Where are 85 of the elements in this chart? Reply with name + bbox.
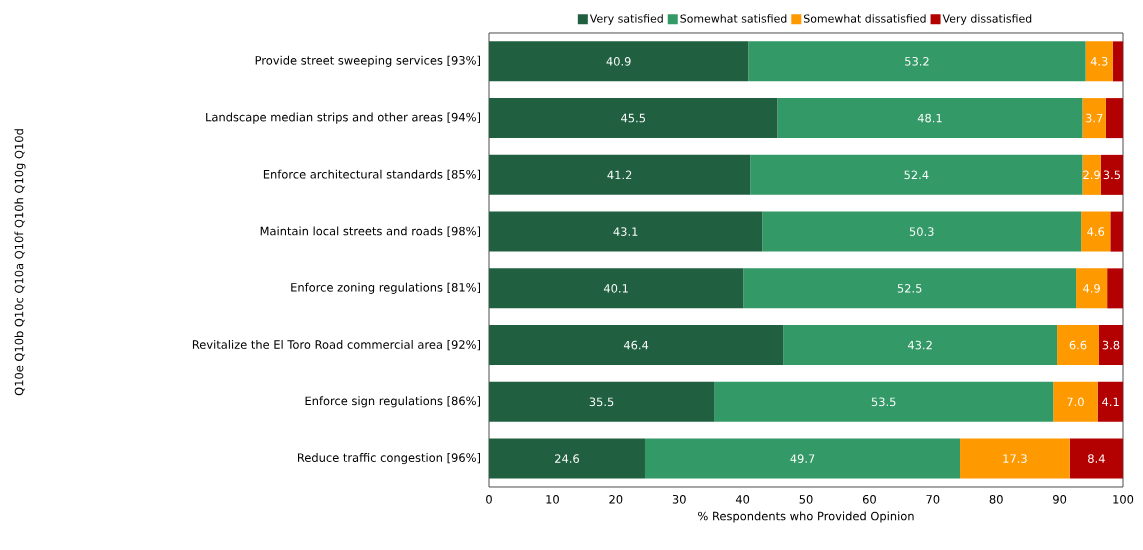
bar — [1105, 98, 1124, 139]
bar — [1053, 381, 1098, 422]
data-label: 24.6 — [555, 454, 580, 463]
bar — [1082, 154, 1101, 195]
x-tick-label: 30 — [672, 495, 686, 504]
bar — [489, 211, 763, 252]
data-label: 8.4 — [1088, 454, 1105, 463]
x-axis-title: % Respondents who Provided Opinion — [698, 511, 914, 523]
bar — [489, 98, 778, 139]
bar — [1107, 268, 1124, 309]
y-tick-label: Provide street sweeping services [93%] — [255, 55, 480, 67]
bar — [1081, 211, 1111, 252]
bar — [1100, 154, 1124, 195]
x-tick-label: 80 — [989, 495, 1003, 504]
data-label: 2.9 — [1083, 170, 1100, 180]
x-tick-label: 0 — [486, 495, 492, 504]
legend-label: Very dissatisfied — [942, 14, 1032, 25]
data-label: 53.2 — [905, 57, 929, 66]
data-label: 53.5 — [871, 397, 896, 407]
data-label: 52.4 — [904, 170, 929, 180]
x-tick-label: 100 — [1113, 495, 1134, 504]
x-tick-label: 40 — [735, 495, 750, 504]
legend-label: Very satisfied — [589, 14, 663, 25]
bar — [489, 438, 645, 479]
bar — [489, 268, 744, 309]
data-label: 50.3 — [909, 227, 934, 236]
x-tick-label: 60 — [862, 495, 876, 504]
bar — [1057, 325, 1099, 366]
text: Q10e Q10b Q10c Q10a Q10f Q10h Q10g Q10d — [14, 129, 26, 396]
y-tick-label: Landscape median strips and other areas [94%] — [206, 112, 481, 124]
bar — [644, 438, 961, 479]
bar — [1085, 41, 1113, 82]
legend-label: Somewhat satisfied — [680, 14, 787, 23]
data-label: 4.3 — [1090, 57, 1108, 66]
data-label: 17.3 — [1003, 454, 1027, 463]
data-label: 6.6 — [1069, 340, 1087, 350]
y-tick-label: Reduce traffic congestion [96%] — [298, 453, 481, 465]
data-label: 40.1 — [603, 284, 628, 293]
data-label: 41.2 — [607, 170, 632, 180]
x-tick-label: 70 — [926, 495, 940, 504]
bar — [743, 268, 1077, 309]
data-label: 7.0 — [1067, 397, 1084, 407]
data-label: 43.2 — [907, 340, 932, 350]
y-tick-label: Maintain local streets and roads [98%] — [260, 226, 481, 237]
data-label: 4.6 — [1087, 227, 1105, 236]
bar — [762, 211, 1082, 252]
data-label: 52.5 — [897, 284, 922, 293]
x-tick-label: 50 — [799, 495, 813, 504]
data-label: 3.8 — [1102, 340, 1120, 350]
data-label: 4.9 — [1083, 284, 1100, 293]
bar — [777, 98, 1083, 139]
bar — [489, 325, 784, 366]
bar — [1082, 98, 1106, 139]
x-tick-label: 90 — [1053, 495, 1067, 504]
bar — [489, 41, 749, 82]
x-tick-label: 20 — [609, 495, 623, 504]
y-tick-label: Enforce sign regulations [86%] — [305, 396, 481, 408]
data-label: 40.9 — [606, 57, 631, 66]
data-label: 43.1 — [613, 227, 638, 236]
bar — [750, 154, 1083, 195]
data-label: 3.7 — [1085, 113, 1103, 123]
bar — [489, 154, 751, 195]
y-tick-label: Enforce architectural standards [85%] — [263, 169, 481, 180]
bar — [1097, 381, 1124, 422]
data-label: 49.7 — [790, 454, 815, 463]
y-tick-label: Revitalize the El Toro Road commercial area [92%] — [192, 340, 481, 351]
bar — [1112, 41, 1124, 82]
bar — [748, 41, 1086, 82]
data-label: 45.5 — [621, 113, 645, 123]
bar — [489, 381, 715, 422]
legend-label: Somewhat dissatisfied — [804, 14, 926, 23]
data-label: 35.5 — [589, 397, 614, 407]
bar — [1076, 268, 1108, 309]
data-label: 48.1 — [917, 113, 942, 123]
bar — [783, 325, 1058, 366]
bar — [960, 438, 1070, 479]
data-label: 46.4 — [623, 340, 649, 350]
y-tick-label: Enforce zoning regulations [81%] — [291, 282, 481, 294]
x-tick-label: 10 — [546, 495, 559, 504]
bar — [1069, 438, 1124, 479]
bar — [1098, 325, 1124, 366]
data-label: 3.5 — [1103, 170, 1121, 180]
bar — [714, 381, 1054, 422]
bar — [1110, 211, 1124, 252]
data-label: 4.1 — [1102, 397, 1119, 407]
